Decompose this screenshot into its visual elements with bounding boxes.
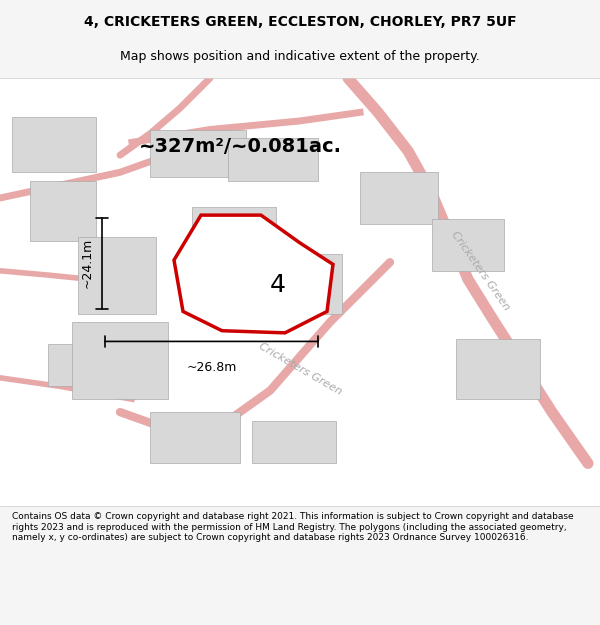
Bar [228, 138, 318, 181]
Polygon shape [174, 215, 333, 333]
Text: 4, CRICKETERS GREEN, ECCLESTON, CHORLEY, PR7 5UF: 4, CRICKETERS GREEN, ECCLESTON, CHORLEY,… [83, 15, 517, 29]
Bar [432, 219, 504, 271]
Bar [150, 412, 240, 464]
Bar [12, 117, 96, 172]
Bar [252, 254, 342, 314]
Text: ~327m²/~0.081ac.: ~327m²/~0.081ac. [139, 137, 341, 156]
Text: Map shows position and indicative extent of the property.: Map shows position and indicative extent… [120, 50, 480, 62]
Text: Cricketers Green: Cricketers Green [257, 341, 343, 397]
Bar [456, 339, 540, 399]
Bar [78, 236, 156, 314]
Text: ~24.1m: ~24.1m [80, 238, 94, 288]
Bar [192, 206, 276, 271]
Bar [150, 129, 246, 177]
Text: ~26.8m: ~26.8m [187, 361, 236, 374]
Bar [72, 322, 168, 399]
Bar [30, 181, 96, 241]
Bar [252, 421, 336, 464]
Bar [360, 173, 438, 224]
Bar [48, 344, 114, 386]
Text: 4: 4 [270, 272, 286, 297]
Text: Cricketers Green: Cricketers Green [449, 229, 511, 312]
Text: Contains OS data © Crown copyright and database right 2021. This information is : Contains OS data © Crown copyright and d… [12, 512, 574, 542]
